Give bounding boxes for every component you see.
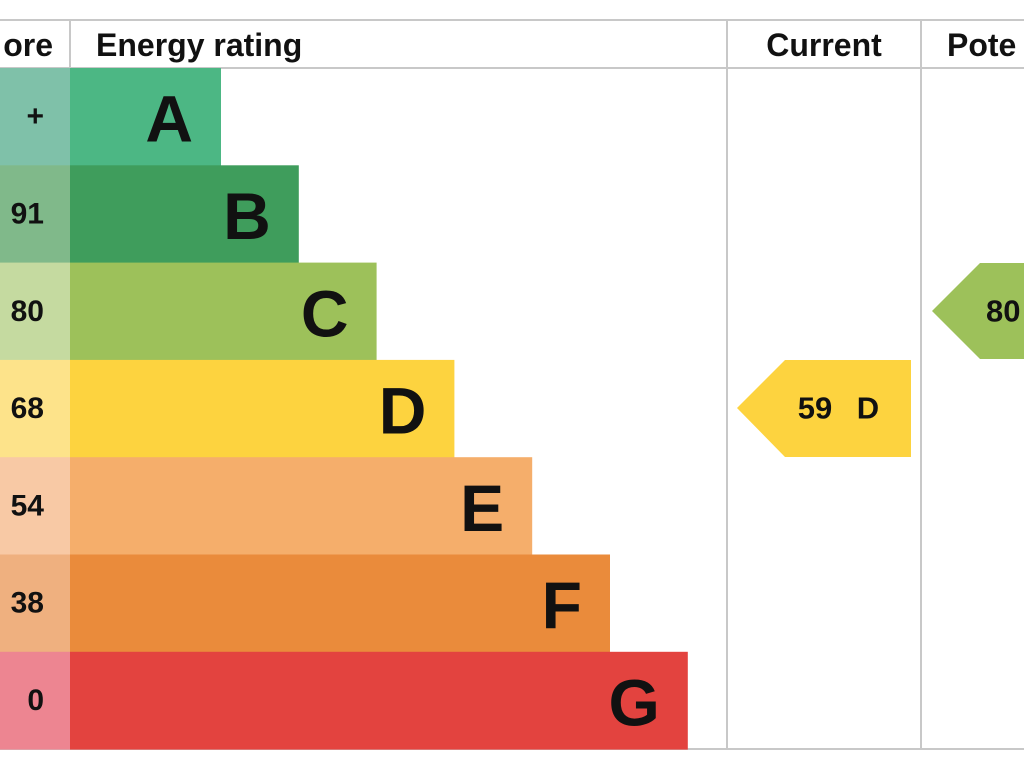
rating-bar bbox=[70, 651, 688, 750]
score-cell bbox=[0, 359, 70, 458]
current-arrow bbox=[737, 360, 911, 457]
score-cell bbox=[0, 651, 70, 750]
rating-bar bbox=[70, 262, 377, 361]
potential-score: 80 bbox=[986, 294, 1020, 329]
score-cell bbox=[0, 165, 70, 264]
header-potential: Pote bbox=[947, 27, 1016, 63]
rating-bar bbox=[70, 554, 610, 653]
header-score: ore bbox=[3, 27, 53, 63]
rating-letter: B bbox=[223, 179, 271, 253]
current-letter: D bbox=[857, 391, 879, 426]
rating-letter: G bbox=[608, 665, 659, 739]
rating-letter: F bbox=[542, 568, 582, 642]
score-range: + bbox=[26, 100, 44, 133]
score-range: 0 bbox=[27, 684, 44, 717]
rating-letter: C bbox=[301, 276, 349, 350]
potential-arrow bbox=[932, 263, 1024, 359]
current-score: 59 bbox=[798, 391, 832, 426]
score-range: 38 bbox=[11, 587, 44, 620]
score-range: 54 bbox=[11, 489, 45, 522]
rating-bar bbox=[70, 68, 221, 166]
score-cell bbox=[0, 68, 70, 166]
score-cell bbox=[0, 554, 70, 653]
rating-letter: D bbox=[379, 374, 427, 448]
rating-rows: + A 91 B 80 C 68 D 54 E 38 F 0 G bbox=[0, 68, 688, 750]
score-range: 80 bbox=[11, 295, 44, 328]
rating-letter: E bbox=[460, 471, 504, 545]
rating-bar bbox=[70, 457, 533, 555]
score-range: 91 bbox=[11, 197, 44, 230]
score-cell bbox=[0, 457, 70, 555]
header-rating: Energy rating bbox=[96, 27, 302, 63]
header-current: Current bbox=[766, 27, 882, 63]
score-range: 68 bbox=[11, 392, 44, 425]
rating-bar bbox=[70, 165, 299, 264]
rating-bar bbox=[70, 359, 455, 458]
rating-letter: A bbox=[145, 82, 193, 156]
score-cell bbox=[0, 262, 70, 361]
